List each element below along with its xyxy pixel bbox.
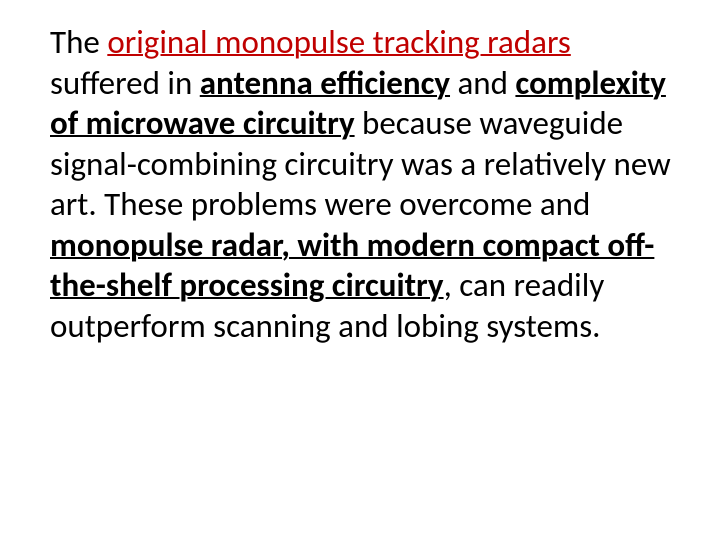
text-segment: original monopulse tracking radars	[107, 22, 570, 62]
text-segment: suffered in	[50, 63, 200, 103]
text-segment: antenna efficiency	[200, 63, 450, 103]
text-segment: The	[50, 22, 107, 62]
text-segment: and	[450, 63, 515, 103]
slide-paragraph: The original monopulse tracking radars s…	[50, 22, 680, 347]
slide-container: The original monopulse tracking radars s…	[0, 0, 720, 540]
